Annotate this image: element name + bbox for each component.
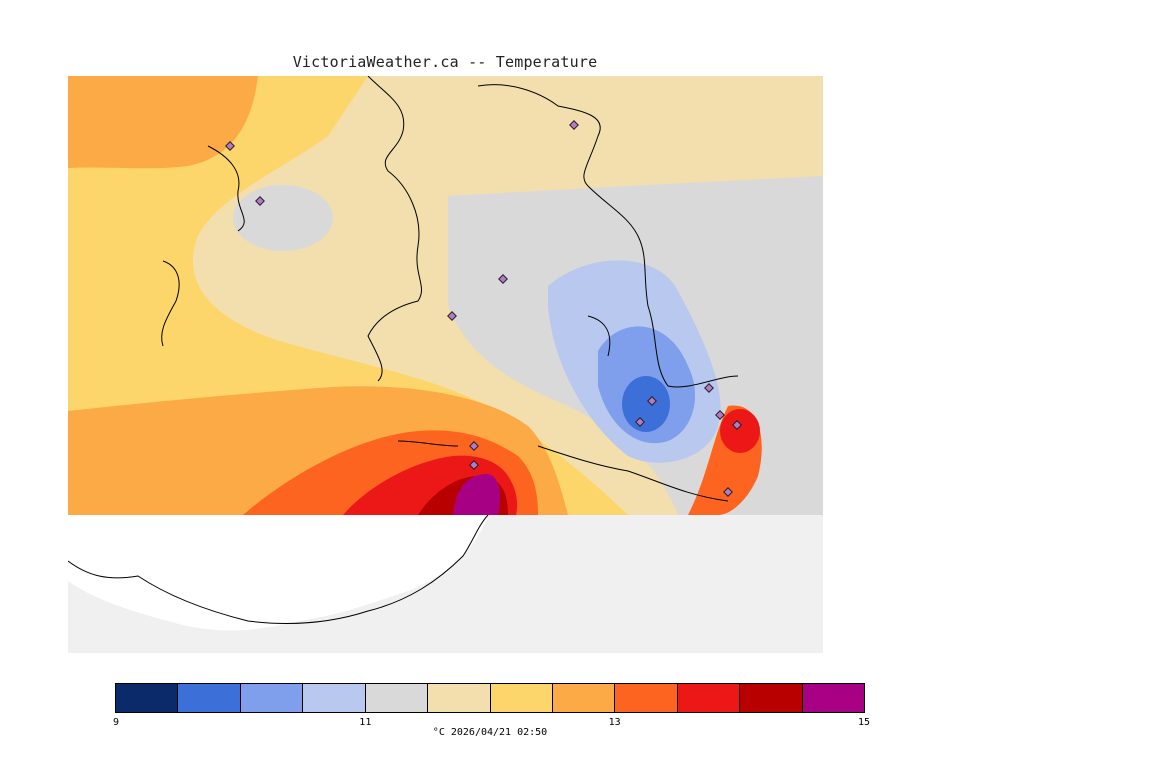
station-marker <box>225 141 235 151</box>
weather-stations <box>225 120 742 497</box>
coast-island <box>587 315 611 357</box>
legend-swatch <box>740 684 803 712</box>
coast-inlet <box>207 145 245 232</box>
legend-swatch <box>677 684 741 712</box>
legend-swatch <box>365 684 429 712</box>
legend-tick-label: 15 <box>857 717 871 728</box>
legend-tick-label: 9 <box>112 717 120 728</box>
legend-tick-label: 11 <box>359 717 372 728</box>
coast-olympic <box>68 514 489 625</box>
temperature-map[interactable] <box>68 76 823 653</box>
station-marker <box>635 417 645 427</box>
coast-island-west <box>161 260 180 347</box>
temperature-field <box>68 76 823 515</box>
station-marker <box>469 460 479 470</box>
station-marker <box>498 274 508 284</box>
map-canvas <box>68 76 823 631</box>
legend-swatch <box>552 684 616 712</box>
legend-swatch <box>802 684 865 712</box>
coast-saanich-west <box>367 76 422 382</box>
chart-title: VictoriaWeather.ca -- Temperature <box>292 53 598 71</box>
station-marker <box>732 420 742 430</box>
legend-swatch <box>490 684 553 712</box>
coast-victoria <box>537 445 729 502</box>
station-marker <box>723 487 733 497</box>
contour-magenta <box>453 474 500 515</box>
land-olympic-peninsula-fill <box>68 515 488 631</box>
legend-swatch <box>178 684 241 712</box>
units-timestamp: °C 2026/04/21 02:50 <box>432 727 548 738</box>
station-marker <box>447 311 457 321</box>
coast-sooke <box>397 440 459 447</box>
contour-blue <box>622 376 670 432</box>
contour-east-red <box>720 409 760 453</box>
legend-swatch <box>240 684 304 712</box>
station-marker <box>569 120 579 130</box>
station-marker <box>647 396 657 406</box>
legend-swatch <box>615 684 678 712</box>
contour-grey-pocket <box>233 185 333 251</box>
contour-orange-nw <box>68 76 258 169</box>
station-marker <box>255 196 265 206</box>
coast-saanich-east <box>477 84 739 388</box>
station-marker <box>469 441 479 451</box>
legend-swatch <box>303 684 366 712</box>
legend-swatch <box>116 684 179 712</box>
station-marker <box>715 410 725 420</box>
legend-tick-label: 13 <box>608 717 621 728</box>
legend-colorbar <box>115 683 865 713</box>
temperature-legend <box>115 683 865 713</box>
legend-swatch <box>428 684 491 712</box>
coastlines <box>68 76 739 625</box>
station-marker <box>704 383 714 393</box>
